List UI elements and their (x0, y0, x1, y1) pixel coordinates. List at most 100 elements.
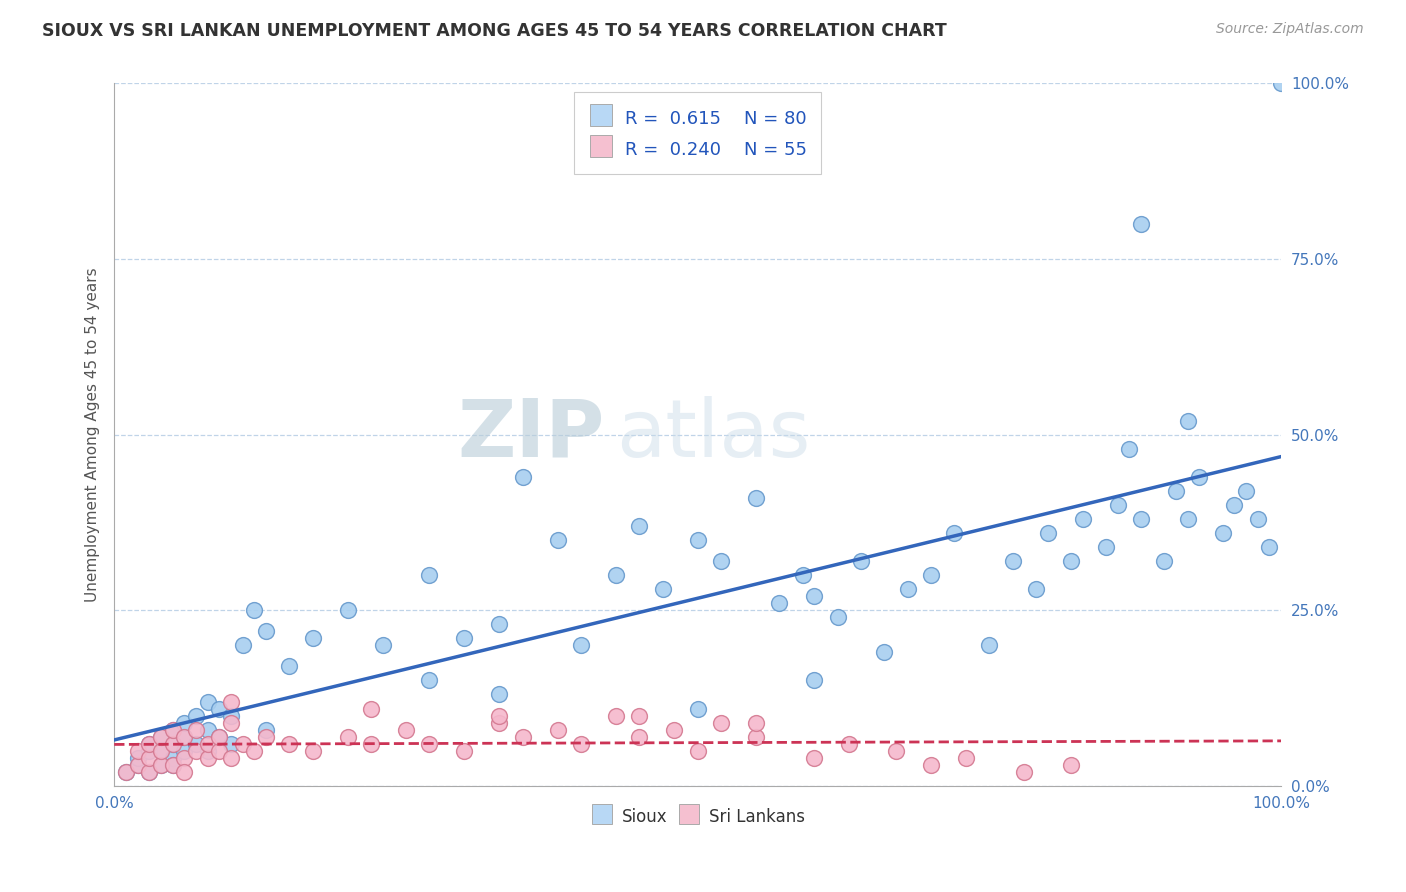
Point (664, 723, 686, 737)
Text: Source: ZipAtlas.com: Source: ZipAtlas.com (1216, 22, 1364, 37)
Point (173, 730, 195, 744)
Text: SIOUX VS SRI LANKAN UNEMPLOYMENT AMONG AGES 45 TO 54 YEARS CORRELATION CHART: SIOUX VS SRI LANKAN UNEMPLOYMENT AMONG A… (42, 22, 946, 40)
Point (197, 723, 219, 737)
Point (219, 715, 242, 730)
Point (1060, 554, 1083, 568)
Point (254, 730, 277, 744)
Point (827, 610, 849, 624)
Point (686, 701, 709, 715)
Legend: Sioux, Sri Lankans: Sioux, Sri Lankans (583, 800, 811, 834)
Point (1130, 217, 1153, 231)
Point (605, 708, 627, 723)
Point (1223, 498, 1246, 512)
Point (219, 708, 242, 723)
Point (184, 708, 207, 723)
Point (138, 737, 160, 751)
Point (254, 624, 277, 639)
Point (301, 744, 323, 758)
Point (686, 533, 709, 547)
Point (979, 638, 1001, 652)
Point (162, 750, 184, 764)
Point (127, 744, 149, 758)
Point (138, 764, 160, 779)
Point (605, 568, 627, 582)
Point (173, 750, 195, 764)
Point (1212, 525, 1234, 540)
Point (301, 632, 323, 646)
Point (219, 737, 242, 751)
Point (138, 737, 160, 751)
Point (197, 694, 219, 708)
Point (628, 708, 651, 723)
Point (208, 730, 231, 744)
Point (1247, 512, 1270, 526)
Point (138, 764, 160, 779)
Point (278, 737, 301, 751)
Point (1001, 554, 1024, 568)
Point (1014, 764, 1036, 779)
Point (1234, 483, 1257, 498)
Point (920, 757, 942, 772)
Point (336, 730, 359, 744)
Point (955, 750, 977, 764)
Point (371, 638, 394, 652)
Point (208, 730, 231, 744)
Point (162, 757, 184, 772)
Text: atlas: atlas (616, 396, 810, 474)
Text: ZIP: ZIP (457, 396, 605, 474)
Point (569, 737, 592, 751)
Point (208, 701, 231, 715)
Point (745, 730, 768, 744)
Point (1177, 512, 1199, 526)
Point (1036, 525, 1059, 540)
Point (1060, 757, 1083, 772)
Point (360, 737, 382, 751)
Point (418, 737, 440, 751)
Point (512, 730, 534, 744)
Point (254, 723, 277, 737)
Point (127, 757, 149, 772)
Point (278, 659, 301, 673)
Point (360, 701, 382, 715)
Point (803, 673, 825, 688)
Point (127, 757, 149, 772)
Point (115, 764, 138, 779)
Point (710, 715, 733, 730)
Point (1177, 413, 1199, 427)
Point (943, 525, 966, 540)
Point (1118, 442, 1140, 456)
Point (803, 589, 825, 603)
Point (173, 730, 195, 744)
Point (488, 688, 510, 702)
Point (184, 744, 207, 758)
Point (336, 603, 359, 617)
Point (710, 554, 733, 568)
Point (149, 757, 172, 772)
Point (569, 638, 592, 652)
Point (488, 617, 510, 632)
Point (1095, 540, 1118, 554)
Y-axis label: Unemployment Among Ages 45 to 54 years: Unemployment Among Ages 45 to 54 years (86, 268, 100, 602)
Point (1258, 540, 1281, 554)
Point (162, 723, 184, 737)
Point (838, 737, 860, 751)
Point (1270, 77, 1292, 91)
Point (1071, 512, 1094, 526)
Point (1107, 498, 1129, 512)
Point (232, 737, 254, 751)
Point (547, 723, 569, 737)
Point (768, 596, 790, 610)
Point (512, 469, 534, 483)
Point (173, 715, 195, 730)
Point (243, 744, 266, 758)
Point (803, 750, 825, 764)
Point (219, 694, 242, 708)
Point (1130, 512, 1153, 526)
Point (547, 533, 569, 547)
Point (219, 750, 242, 764)
Point (232, 638, 254, 652)
Point (651, 582, 673, 596)
Point (1025, 582, 1047, 596)
Point (173, 764, 195, 779)
Point (488, 708, 510, 723)
